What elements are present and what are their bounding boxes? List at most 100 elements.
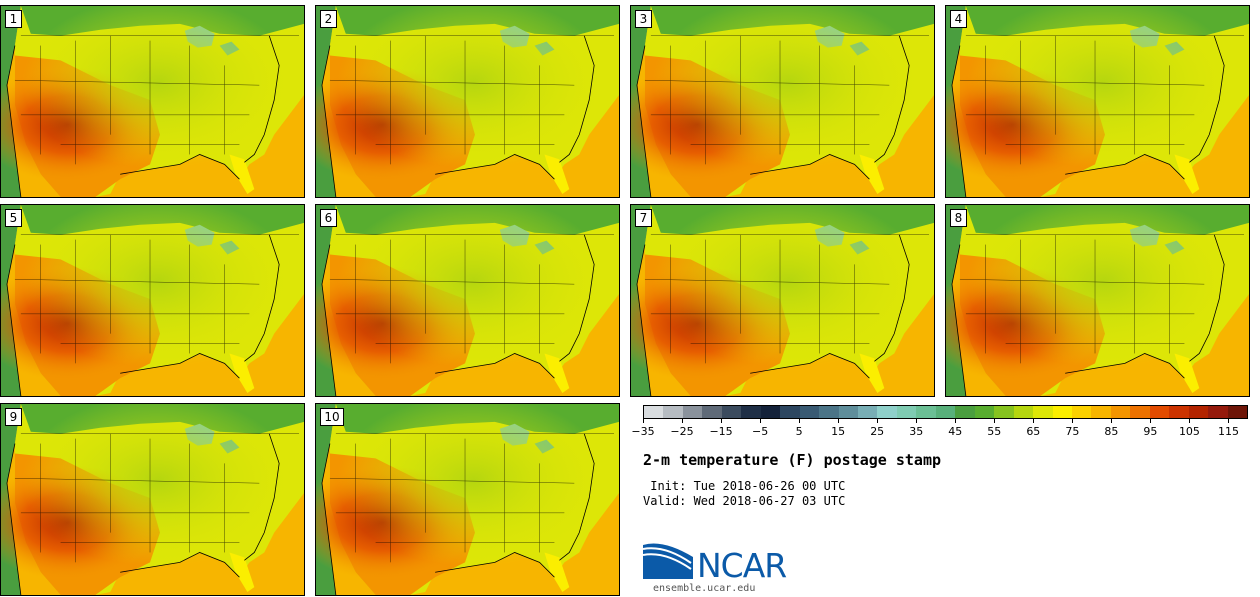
colorbar-tick-label: 115 [1217,425,1239,438]
colorbar-tick [799,419,801,423]
colorbar-tick [721,419,723,423]
colorbar-swatch [974,406,995,418]
colorbar-swatch [1227,406,1248,418]
colorbar-tick [1189,419,1191,423]
temperature-map [1,404,304,595]
colorbar-swatch [935,406,956,418]
colorbar-swatch [682,406,703,418]
colorbar-swatch [721,406,742,418]
member-number-label: 5 [5,209,22,227]
colorbar-swatch [1033,406,1053,418]
colorbar-tick-label: −35 [631,425,655,438]
colorbar-tick-label: −5 [751,425,769,438]
colorbar-tick [916,419,918,423]
colorbar-swatch [1052,406,1072,418]
member-map-panel[interactable]: 9 [0,403,305,596]
colorbar-swatch [1071,406,1092,418]
member-map-panel[interactable]: 1 [0,5,305,198]
member-map-panel[interactable]: 10 [315,403,620,596]
colorbar-swatch [1130,406,1150,418]
colorbar-swatch [644,406,664,418]
colorbar-swatch [1169,406,1189,418]
colorbar-tick [1111,419,1113,423]
colorbar-swatch [1208,406,1228,418]
member-map-panel[interactable]: 2 [315,5,620,198]
colorbar-tick [877,419,879,423]
colorbar-tick-label: 55 [987,425,1002,438]
colorbar-swatch [1091,406,1111,418]
colorbar-tick [760,419,762,423]
member-number-label: 1 [5,10,22,28]
temperature-map [1,205,304,396]
colorbar-swatch [877,406,897,418]
member-number-label: 7 [635,209,652,227]
member-map-panel[interactable]: 8 [945,204,1250,397]
colorbar-swatch [799,406,820,418]
member-number-label: 10 [320,408,344,426]
member-number-label: 4 [950,10,967,28]
member-map-panel[interactable]: 5 [0,204,305,397]
colorbar-swatch [760,406,781,418]
colorbar-swatch [741,406,761,418]
colorbar-swatch [780,406,800,418]
colorbar-tick-label: 65 [1026,425,1041,438]
colorbar-swatch [663,406,683,418]
colorbar-tick [955,419,957,423]
colorbar-swatch [1110,406,1131,418]
colorbar-swatch [896,406,917,418]
colorbar-swatch [819,406,839,418]
temperature-map [631,205,934,396]
member-number-label: 8 [950,209,967,227]
colorbar-swatch [1149,406,1170,418]
member-map-panel[interactable]: 3 [630,5,935,198]
colorbar-swatch [955,406,975,418]
temperature-map [1,6,304,197]
colorbar-swatch [994,406,1014,418]
colorbar-tick [1072,419,1074,423]
member-map-panel[interactable]: 7 [630,204,935,397]
colorbar-ticks: −35 −25 −15 −5 5 15 25 35 45 55 65 75 85 95 105 115 [631,419,1248,441]
temperature-colorbar [643,405,1248,419]
colorbar-tick-label: 15 [831,425,846,438]
colorbar-tick-label: 75 [1065,425,1080,438]
colorbar-tick [682,419,684,423]
temperature-map [316,205,619,396]
colorbar-tick-label: −15 [709,425,733,438]
colorbar-swatch [838,406,858,418]
valid-time: Valid: Wed 2018-06-27 03 UTC [643,494,846,508]
colorbar-tick-label: −25 [670,425,694,438]
temperature-map [316,6,619,197]
member-map-panel[interactable]: 4 [945,5,1250,198]
temperature-map [316,404,619,595]
ncar-logo-icon [643,543,693,579]
temperature-map [631,6,934,197]
colorbar-tick-label: 45 [948,425,963,438]
colorbar-swatch [1188,406,1209,418]
temperature-map [946,205,1249,396]
product-title: 2-m temperature (F) postage stamp [643,451,942,469]
colorbar-tick-label: 95 [1143,425,1158,438]
colorbar-swatch [857,406,878,418]
colorbar-tick-label: 5 [795,425,803,438]
member-number-label: 6 [320,209,337,227]
colorbar-swatch [702,406,722,418]
member-number-label: 2 [320,10,337,28]
temperature-map [946,6,1249,197]
colorbar-tick [1150,419,1152,423]
colorbar-swatch [916,406,936,418]
colorbar-tick [1033,419,1035,423]
colorbar-tick [838,419,840,423]
colorbar-tick [643,419,644,423]
site-url[interactable]: ensemble.ucar.edu [653,583,756,594]
colorbar-tick [1228,419,1230,423]
colorbar-tick-label: 105 [1178,425,1200,438]
colorbar-tick-label: 35 [909,425,924,438]
colorbar-swatch [1013,406,1034,418]
colorbar-tick-label: 85 [1104,425,1119,438]
colorbar-tick [994,419,996,423]
member-number-label: 3 [635,10,652,28]
ncar-logo-text: NCAR [697,546,787,585]
member-map-panel[interactable]: 6 [315,204,620,397]
init-time: Init: Tue 2018-06-26 00 UTC [643,479,846,493]
colorbar-tick-label: 25 [870,425,885,438]
